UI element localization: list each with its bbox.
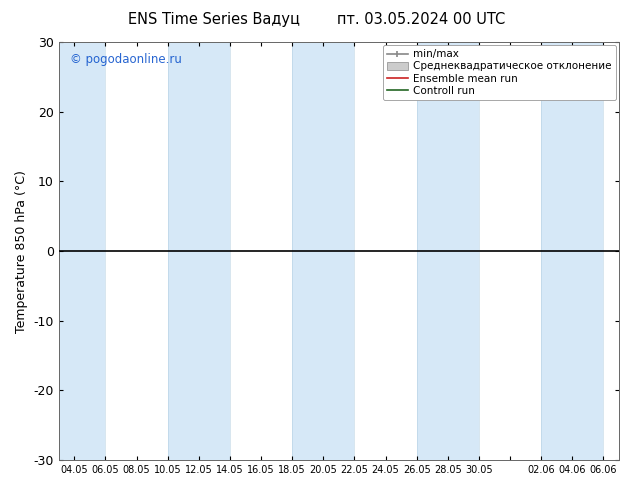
Bar	[168, 42, 230, 460]
Y-axis label: Temperature 850 hPa (°C): Temperature 850 hPa (°C)	[15, 170, 28, 333]
Bar	[541, 42, 604, 460]
Bar	[417, 42, 479, 460]
Bar	[43, 42, 105, 460]
Bar	[292, 42, 354, 460]
Legend: min/max, Среднеквадратическое отклонение, Ensemble mean run, Controll run: min/max, Среднеквадратическое отклонение…	[383, 45, 616, 100]
Text: ENS Time Series Вадуц        пт. 03.05.2024 00 UTC: ENS Time Series Вадуц пт. 03.05.2024 00 …	[128, 12, 506, 27]
Text: © pogodaonline.ru: © pogodaonline.ru	[70, 52, 182, 66]
